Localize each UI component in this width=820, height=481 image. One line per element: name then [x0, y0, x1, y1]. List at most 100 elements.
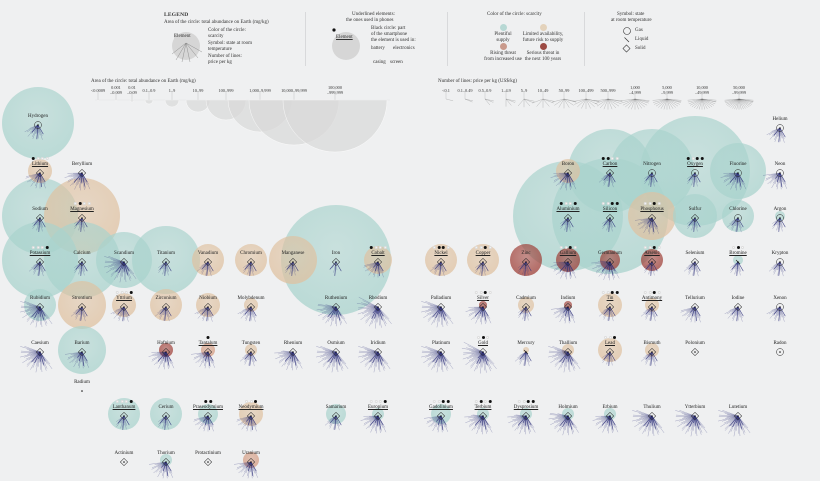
legend-note: Black circle: part [371, 26, 406, 31]
phone-part-used-dot [686, 157, 690, 160]
phone-part-dots [474, 246, 492, 249]
diamond-icon [622, 44, 631, 53]
element-label-tungsten: Tungsten [241, 341, 261, 346]
price-lines [474, 306, 489, 321]
divider [305, 12, 306, 66]
solid-icon [246, 411, 256, 421]
phone-part-unused-dot [115, 400, 119, 403]
element-label-barium: Barium [74, 341, 90, 346]
price-scale-fan [724, 98, 754, 110]
phone-part-used-dot [526, 400, 530, 403]
price-lines [603, 351, 616, 366]
phone-part-dots [601, 202, 619, 205]
element-label-europium: Europium [368, 405, 388, 410]
abundance-circle [467, 244, 499, 276]
phone-part-dots [115, 400, 133, 403]
price-lines [161, 461, 172, 476]
phone-part-unused-dot [741, 246, 744, 249]
price-scale-fan [517, 98, 535, 108]
phone-part-dots [31, 246, 49, 249]
phone-part-dots [474, 400, 492, 403]
solid-icon [246, 457, 256, 467]
phone-part-used-dot [481, 336, 485, 339]
phone-part-unused-dot [559, 246, 563, 249]
phone-part-unused-dot [374, 246, 378, 249]
phone-part-used-dot [615, 291, 619, 294]
solid-icon [119, 257, 129, 267]
abundance-circle [775, 211, 785, 221]
phone-part-used-dot [736, 246, 740, 249]
element-label-radon: Radon [773, 341, 787, 346]
price-lines [768, 261, 784, 277]
price-lines [517, 415, 532, 430]
price-lines [115, 261, 130, 276]
gas-icon [691, 169, 699, 177]
price-lines [203, 351, 214, 366]
solid-icon [77, 347, 87, 357]
abundance-scale-circle [282, 99, 388, 153]
center-dot [335, 415, 337, 417]
price-lines [436, 415, 447, 430]
price-lines [77, 351, 88, 366]
center-dot [81, 261, 83, 263]
abundance-bin-label: 10–99 [192, 88, 204, 93]
abundance-circle [628, 192, 676, 240]
center-dot [123, 415, 125, 417]
element-label-platinum: Platinum [431, 341, 451, 346]
solid-icon [203, 457, 213, 467]
circle-icon [623, 27, 631, 35]
element-label-holmium: Holmium [558, 405, 578, 410]
element-label-sulfur: Sulfur [688, 207, 702, 212]
price-lines [519, 306, 532, 321]
phone-part-used-dot [559, 202, 563, 205]
solid-icon [246, 347, 256, 357]
center-dot [39, 172, 41, 174]
price-lines [603, 172, 616, 187]
price-lines [465, 306, 492, 325]
element-label-silver: Silver [477, 296, 489, 301]
phone-part-casing: casing [373, 60, 386, 65]
solid-icon [563, 347, 573, 357]
solid-icon [436, 411, 446, 421]
phone-part-dots [206, 336, 210, 339]
price-lines [645, 261, 658, 276]
abundance-circle [510, 244, 542, 276]
phone-part-dots [477, 336, 489, 339]
element-label-iron: Iron [331, 251, 341, 256]
element-label-strontium: Strontium [71, 296, 93, 301]
center-dot [377, 351, 379, 353]
abundance-scale-circle [164, 99, 180, 108]
phone-part-unused-dot [446, 246, 450, 249]
solid-icon [436, 347, 446, 357]
element-label-lanthanum: Lanthanum [112, 405, 136, 410]
abundance-circle [710, 143, 766, 199]
legend-note: price per kg [208, 60, 232, 65]
phone-part-dots [559, 246, 577, 249]
center-dot [567, 306, 569, 308]
phone-part-used-dot [441, 246, 445, 249]
element-label-lithium: Lithium [31, 162, 49, 167]
center-dot [81, 217, 83, 219]
solid-icon [478, 411, 488, 421]
price-lines [329, 261, 342, 276]
abundance-circle [523, 347, 529, 353]
center-dot [207, 306, 209, 308]
scarcity-label: future risk to supply [522, 38, 564, 43]
gas-icon [734, 214, 742, 222]
element-label-cerium: Cerium [158, 405, 174, 410]
phone-part-dots [31, 157, 49, 160]
center-dot [37, 124, 39, 126]
center-dot [165, 351, 167, 353]
phone-part-dots [245, 400, 257, 403]
center-dot [440, 415, 442, 417]
price-lines [75, 217, 88, 232]
abundance-circle [44, 222, 120, 298]
price-scale-fan [505, 98, 516, 107]
solid-icon [77, 257, 87, 267]
legend-state-caption: at room temperature [611, 18, 652, 23]
price-scale-fan [551, 98, 577, 109]
element-label-chlorine: Chlorine [729, 207, 747, 212]
phone-part-unused-dot [615, 157, 619, 160]
solid-icon [203, 257, 213, 267]
